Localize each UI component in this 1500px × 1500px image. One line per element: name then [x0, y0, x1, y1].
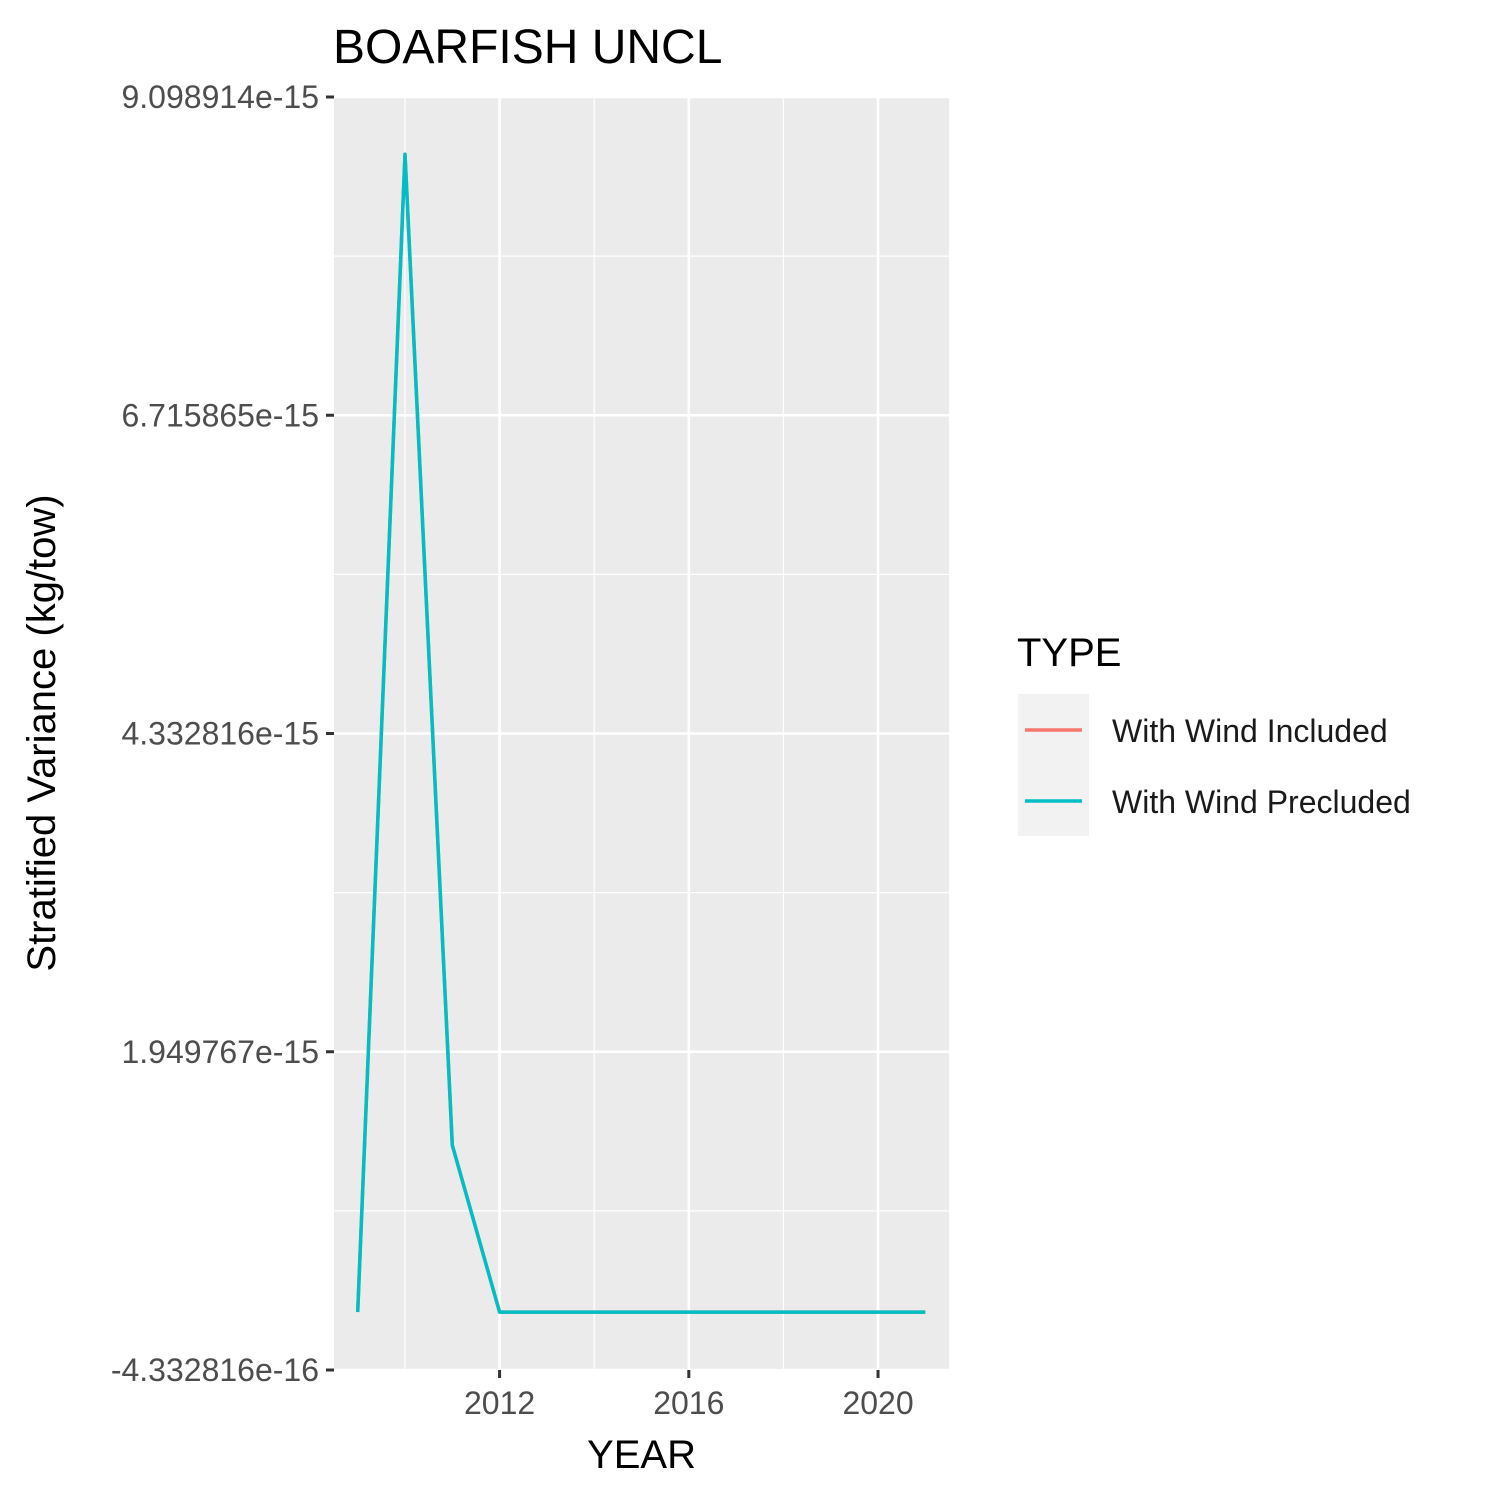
grid-major	[334, 95, 949, 1372]
legend-label-included: With Wind Included	[1112, 713, 1388, 749]
x-axis: 2012 2016 2020	[464, 1370, 914, 1421]
y-tick-label: 6.715865e-15	[121, 397, 319, 433]
x-axis-label: YEAR	[587, 1433, 696, 1477]
x-tick-label: 2012	[464, 1385, 535, 1421]
legend-label-precluded: With Wind Precluded	[1112, 784, 1411, 820]
series-layer	[355, 152, 926, 1314]
x-tick-label: 2016	[653, 1385, 724, 1421]
y-tick-label: 9.098914e-15	[121, 79, 319, 115]
legend: TYPE With Wind Included With Wind Preclu…	[1017, 631, 1411, 836]
series-line-precluded	[355, 152, 926, 1314]
y-axis-label: Stratified Variance (kg/tow)	[20, 494, 64, 971]
y-tick-label: 1.949767e-15	[121, 1034, 319, 1070]
legend-title: TYPE	[1017, 631, 1121, 675]
y-tick-label: 4.332816e-15	[121, 716, 319, 752]
y-axis: -4.332816e-16 1.949767e-15 4.332816e-15 6.7…	[111, 79, 334, 1388]
chart-title: BOARFISH UNCL	[333, 21, 722, 74]
y-tick-label: -4.332816e-16	[111, 1352, 319, 1388]
x-tick-label: 2020	[842, 1385, 913, 1421]
